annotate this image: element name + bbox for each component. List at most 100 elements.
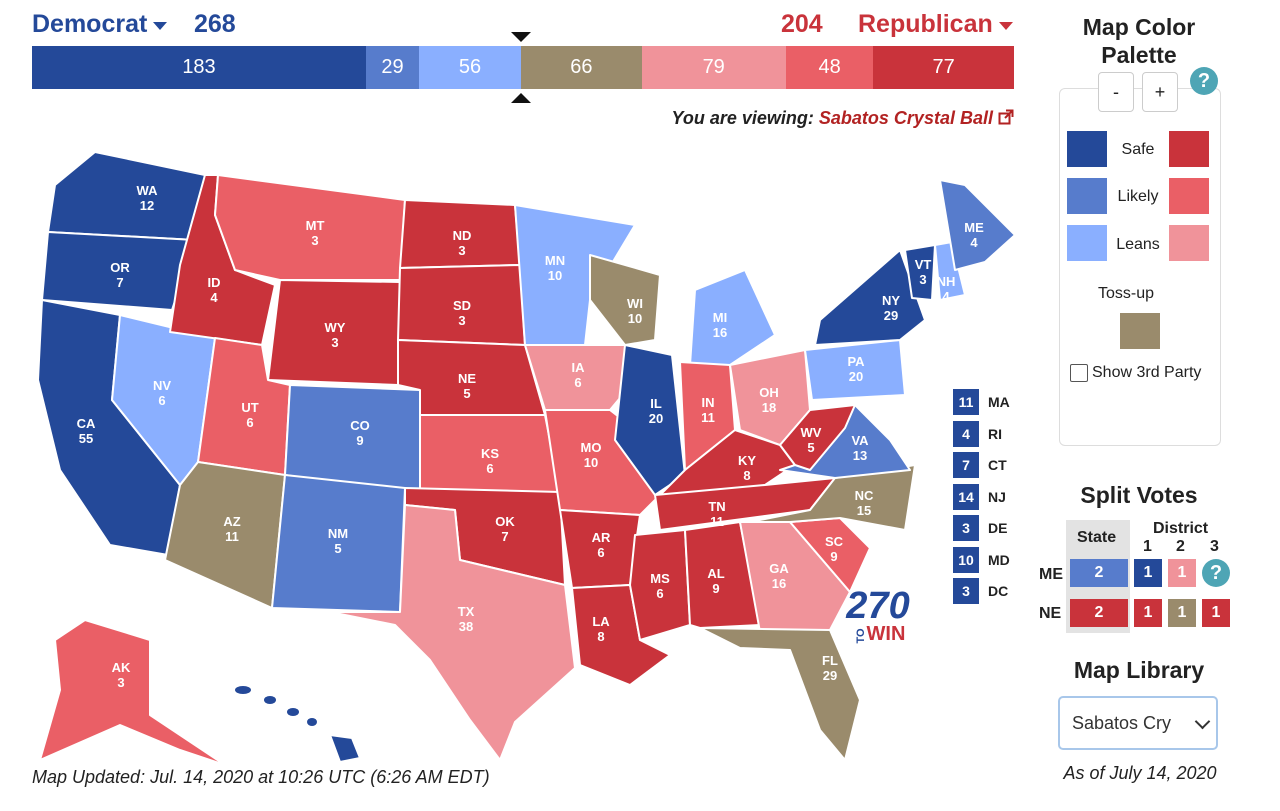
swatch-likely-rep[interactable] — [1169, 178, 1209, 214]
state-mi[interactable] — [689, 269, 776, 366]
small-state-ev-ri[interactable]: 4 — [953, 420, 979, 447]
safe-label: Safe — [1121, 141, 1155, 158]
state-wv[interactable] — [779, 404, 856, 471]
state-ms[interactable] — [629, 529, 691, 641]
state-al[interactable] — [684, 521, 761, 629]
state-label-ok: OK 7 — [495, 514, 515, 544]
split-votes-title: Split Votes — [1080, 482, 1198, 508]
zoom-plus-button[interactable]: + — [1142, 72, 1178, 112]
democrat-dropdown[interactable]: Democrat — [32, 10, 168, 39]
swatch-safe-rep[interactable] — [1169, 131, 1209, 167]
question-icon[interactable]: ? — [1190, 67, 1218, 95]
state-label-ia: IA 6 — [572, 360, 586, 390]
state-wi[interactable] — [589, 254, 661, 346]
district-number-3: 3 — [1210, 538, 1219, 555]
state-label-nv: NV 6 — [153, 378, 171, 408]
swatch-leans-rep[interactable] — [1169, 225, 1209, 261]
republican-label: Republican — [858, 10, 993, 38]
ev-segment-5: 48 — [785, 46, 874, 89]
us-map: WA 12 OR 7 CA 55 NV 6 ID 4 MT 3 WY 3 UT 6 AZ 11 CO 9 NM 5 ND 3 S… — [37, 151, 1016, 765]
small-state-ev-dc[interactable]: 3 — [953, 578, 979, 604]
state-fl[interactable] — [699, 627, 861, 761]
state-label-tx: TX 38 — [458, 604, 475, 634]
zoom-minus-button[interactable]: - — [1098, 72, 1134, 112]
question-icon[interactable]: ? — [1202, 559, 1230, 587]
me-district-2-cell[interactable]: 1 — [1168, 559, 1196, 587]
state-label-mi: MI 16 — [713, 310, 727, 340]
split-state-header: State — [1077, 529, 1117, 546]
state-label-wv: WV 5 — [801, 425, 822, 455]
ev-segment-1: 29 — [366, 46, 419, 89]
viewing-source: You are viewing: Sabatos Crystal Ball — [672, 108, 1014, 129]
viewing-source-link[interactable]: Sabatos Crystal Ball — [818, 108, 993, 128]
small-state-ev-ct[interactable]: 7 — [953, 452, 979, 478]
state-label-nc: NC 15 — [855, 488, 874, 518]
state-label-hi: HI 4 — [314, 733, 327, 763]
map-library-select[interactable]: Sabatos Cry — [1058, 696, 1218, 750]
ne-state-cell[interactable]: 2 — [1070, 599, 1128, 627]
state-label-nm: NM 5 — [328, 526, 348, 556]
small-state-ev-md[interactable]: 10 — [953, 546, 979, 573]
small-state-ev-ma[interactable]: 11 — [953, 389, 979, 415]
swatch-tossup[interactable] — [1120, 313, 1160, 349]
state-ak[interactable] — [39, 619, 226, 765]
external-link-icon[interactable] — [998, 109, 1014, 125]
state-nh[interactable] — [934, 241, 966, 301]
swatch-leans-dem[interactable] — [1067, 225, 1107, 261]
ne-district-1-cell[interactable]: 1 — [1134, 599, 1162, 627]
tossup-label: Toss-up — [1098, 285, 1155, 302]
swatch-safe-dem[interactable] — [1067, 131, 1107, 167]
chevron-down-icon — [998, 21, 1013, 30]
state-label-ak: AK 3 — [112, 660, 131, 690]
district-number-1: 1 — [1143, 538, 1152, 555]
ne-district-2-cell[interactable]: 1 — [1168, 599, 1196, 627]
state-label-or: OR 7 — [110, 260, 130, 290]
state-label-ms: MS 6 — [650, 571, 670, 601]
hawaii-island-1[interactable] — [264, 696, 276, 704]
state-label-vt: VT 3 — [915, 257, 932, 287]
state-label-ks: KS 6 — [481, 446, 499, 476]
hawaii-island-2[interactable] — [287, 708, 299, 716]
democrat-total: 268 — [194, 10, 236, 38]
state-tx[interactable] — [329, 504, 576, 761]
hawaii-island-0[interactable] — [235, 686, 251, 694]
state-or[interactable] — [41, 231, 196, 311]
state-mn[interactable] — [514, 204, 636, 346]
small-state-ev-nj[interactable]: 14 — [953, 483, 979, 510]
state-vt[interactable] — [904, 244, 936, 301]
state-label-me: ME 4 — [964, 220, 984, 250]
midpoint-marker-top — [511, 32, 531, 42]
state-label-la: LA 8 — [592, 614, 610, 644]
state-label-nd: ND 3 — [453, 228, 472, 258]
state-label-ne: NE 5 — [458, 371, 476, 401]
state-label-ca: CA 55 — [77, 416, 96, 446]
state-az[interactable] — [164, 461, 286, 609]
state-ny[interactable] — [814, 249, 926, 346]
logo-to: TO — [855, 628, 867, 644]
state-pa[interactable] — [804, 339, 906, 401]
state-label-ut: UT 6 — [241, 400, 258, 430]
split-district-header: District — [1153, 520, 1209, 537]
state-label-ga: GA 16 — [769, 561, 789, 591]
show-third-party-toggle[interactable]: Show 3rd Party — [1070, 364, 1201, 382]
state-label-ny: NY 29 — [882, 293, 900, 323]
state-wa[interactable] — [47, 151, 206, 241]
swatch-likely-dem[interactable] — [1067, 178, 1107, 214]
chevron-down-icon — [153, 21, 168, 30]
midpoint-marker-bottom — [511, 93, 531, 103]
republican-dropdown[interactable]: Republican — [858, 10, 1013, 39]
state-label-al: AL 9 — [707, 566, 724, 596]
me-state-cell[interactable]: 2 — [1070, 559, 1128, 587]
state-me[interactable] — [939, 179, 1016, 271]
state-label-in: IN 11 — [701, 395, 715, 425]
me-district-1-cell[interactable]: 1 — [1134, 559, 1162, 587]
hawaii-island-3[interactable] — [307, 718, 317, 726]
as-of-date: As of July 14, 2020 — [1063, 763, 1217, 783]
small-state-ev-de[interactable]: 3 — [953, 515, 979, 541]
viewing-prefix: You are viewing: — [671, 108, 814, 128]
ev-segment-0: 183 — [32, 46, 367, 89]
ne-district-3-cell[interactable]: 1 — [1202, 599, 1230, 627]
show-third-party-checkbox[interactable] — [1070, 364, 1088, 382]
state-hi[interactable] — [329, 734, 361, 763]
palette-title: Map Color Palette — [1082, 14, 1196, 68]
